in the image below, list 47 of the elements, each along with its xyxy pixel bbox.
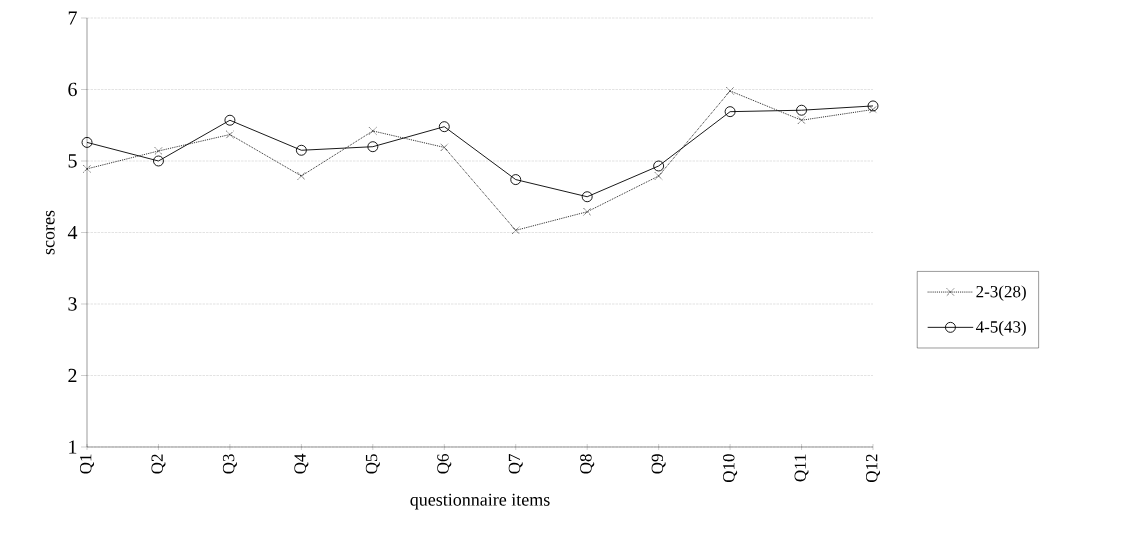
point: [654, 172, 663, 180]
x-tick-label: Q3: [222, 454, 237, 474]
point: [726, 86, 735, 95]
point: [224, 114, 236, 126]
x-tick-label: Q6: [437, 454, 452, 474]
x-tick-label: Q1: [80, 454, 95, 474]
point: [724, 106, 736, 118]
legend-label: 2-3(28): [976, 285, 1026, 301]
legend-label: 4-5(43): [975, 320, 1026, 337]
y-tick-label: 3: [68, 297, 77, 311]
y-tick-label: 6: [68, 82, 77, 97]
y-tick-label: 1: [69, 440, 77, 454]
point: [511, 226, 520, 235]
point: [297, 172, 306, 180]
x-tick-label: Q9: [651, 454, 666, 474]
point: [225, 130, 234, 139]
y-tick-label: 7: [68, 11, 77, 25]
point: [83, 164, 91, 173]
x-tick-label: Q4: [294, 453, 309, 474]
point: [440, 143, 449, 152]
point: [295, 144, 307, 156]
point: [510, 174, 522, 186]
x-tick-label: Q5: [365, 454, 380, 474]
x-tick-label: Q10: [723, 454, 738, 483]
point: [653, 160, 665, 172]
x-tick-label: Q7: [508, 454, 523, 474]
point: [154, 147, 163, 155]
point: [796, 104, 807, 116]
point: [153, 155, 164, 167]
x-tick-label: Q8: [580, 454, 595, 474]
point: [367, 141, 379, 153]
point: [797, 116, 806, 125]
point: [867, 100, 879, 112]
y-tick-label: 2: [68, 368, 77, 383]
point: [438, 121, 450, 133]
point: [583, 207, 592, 216]
x-tick-label: Q11: [794, 454, 809, 482]
point: [368, 126, 377, 135]
x-tick-label: Q2: [151, 454, 166, 474]
x-tick-label: Q12: [866, 454, 881, 483]
y-axis-title: scores: [45, 210, 55, 255]
point: [81, 136, 93, 148]
y-tick-label: 4: [67, 225, 78, 240]
point: [581, 191, 593, 203]
x-axis-title: questionnaire items: [410, 493, 550, 510]
point: [869, 105, 877, 114]
y-tick-label: 5: [68, 154, 77, 168]
